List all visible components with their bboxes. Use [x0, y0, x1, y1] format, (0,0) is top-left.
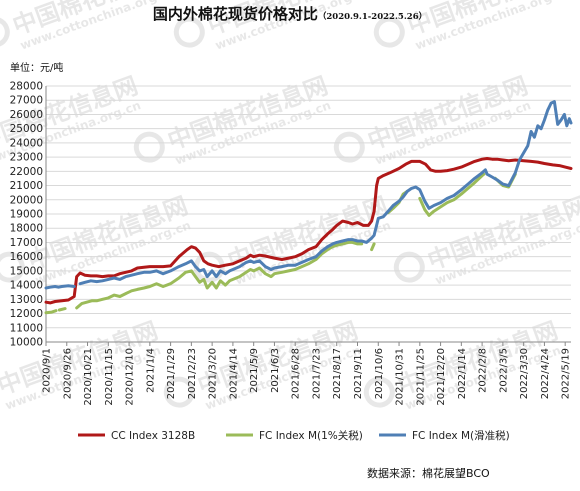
x-tick-label: 2022/1/14 [457, 348, 468, 399]
watermark-logo-icon [193, 251, 225, 283]
y-tick-label: 11000 [10, 322, 43, 334]
y-tick-label: 17000 [10, 237, 43, 249]
legend-label: FC Index M(1%关税) [259, 429, 363, 442]
x-tick-label: 2022/5/19 [561, 348, 572, 399]
y-tick-label: 28000 [10, 81, 43, 93]
y-tick-label: 12000 [10, 308, 43, 320]
x-tick-label: 2021/10/31 [395, 348, 406, 406]
unit-label: 单位：元/吨 [10, 63, 64, 74]
y-tick-label: 23000 [10, 152, 43, 164]
x-tick-label: 2020/10/21 [83, 348, 94, 406]
y-tick-label: 19000 [10, 209, 43, 221]
y-tick-label: 21000 [10, 180, 43, 192]
x-tick-label: 2021/11/25 [415, 348, 426, 406]
x-tick-label: 2021/1/29 [166, 348, 177, 399]
legend-item-2: FC Index M(1%关税) [226, 429, 363, 442]
watermark-logo-icon [373, 16, 405, 48]
y-tick-label: 14000 [10, 280, 43, 292]
series-line-3 [44, 100, 573, 290]
chart-title-main: 国内外棉花现货价格对比 [152, 5, 318, 23]
x-tick-label: 2021/9/11 [353, 348, 364, 399]
watermark-logo-icon [163, 376, 195, 408]
y-tick-label: 22000 [10, 166, 43, 178]
x-tick-label: 2020/11/15 [104, 348, 115, 406]
y-tick-label: 24000 [10, 137, 43, 149]
series-line-1 [44, 157, 573, 305]
y-tick-label: 25000 [10, 123, 43, 135]
watermark-logo-icon [0, 251, 25, 283]
x-tick-label: 2020/9/26 [62, 348, 73, 399]
legend-label: FC Index M(滑准税) [412, 429, 510, 442]
x-tick-label: 2021/12/20 [436, 348, 447, 406]
x-tick-label: 2021/8/17 [332, 348, 343, 399]
series-line-2 [44, 172, 517, 315]
x-tick-label: 2020/9/1 [42, 348, 53, 393]
legend-label: CC Index 3128B [111, 430, 195, 442]
x-tick-label: 2021/4/14 [228, 348, 239, 399]
watermark-logo-icon [363, 376, 395, 408]
chart-title-date-range: （2020.9.1-2022.5.26） [317, 12, 428, 22]
x-tick-label: 2022/3/30 [519, 348, 530, 399]
data-source: 数据来源：棉花展望BCO [367, 467, 490, 480]
legend-item-3: FC Index M(滑准税) [379, 429, 510, 442]
watermark-logo-icon [173, 16, 205, 48]
y-tick-label: 18000 [10, 223, 43, 235]
y-tick-label: 20000 [10, 194, 43, 206]
x-tick-label: 2021/10/6 [374, 348, 385, 399]
y-tick-label: 16000 [10, 251, 43, 263]
x-tick-label: 2021/7/23 [311, 348, 322, 399]
x-tick-label: 2021/6/28 [291, 348, 302, 399]
y-tick-label: 26000 [10, 109, 43, 121]
x-tick-label: 2021/5/9 [249, 348, 260, 393]
legend-item-1: CC Index 3128B [78, 430, 195, 442]
x-tick-label: 2022/3/5 [498, 348, 509, 393]
x-tick-label: 2020/12/10 [125, 348, 136, 406]
watermark-logo-icon [393, 251, 425, 283]
chart-title: 国内外棉花现货价格对比（2020.9.1-2022.5.26） [0, 3, 580, 24]
x-tick-label: 2021/1/4 [145, 348, 156, 393]
y-tick-label: 27000 [10, 95, 43, 107]
watermark-logo-icon [0, 16, 10, 48]
x-tick-label: 2022/4/24 [540, 348, 551, 399]
y-tick-label: 10000 [10, 337, 43, 349]
x-tick-label: 2021/2/23 [187, 348, 198, 399]
y-tick-label: 15000 [10, 265, 43, 277]
x-tick-label: 2021/6/3 [270, 348, 281, 393]
x-tick-label: 2021/3/20 [208, 348, 219, 399]
y-tick-label: 13000 [10, 294, 43, 306]
x-tick-label: 2022/2/8 [478, 348, 489, 393]
